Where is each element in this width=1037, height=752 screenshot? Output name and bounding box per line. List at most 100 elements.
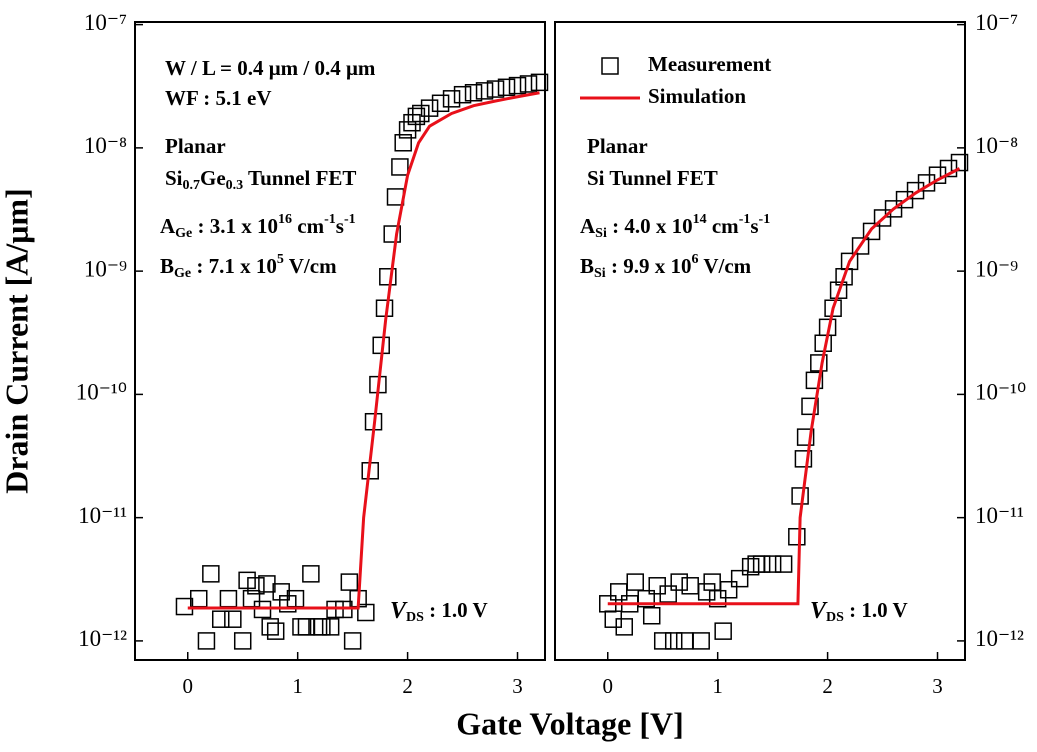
y-tick-label: 10⁻¹² [78,626,127,651]
data-point [810,354,828,372]
data-point [708,589,727,608]
data-point [297,618,316,636]
annotation-run: Ge [174,266,191,281]
y-tick-label: 10⁻⁸ [84,133,127,158]
x-tick-label: 1 [712,674,723,698]
data-point [224,610,242,628]
data-point [664,632,683,650]
data-point [197,632,216,650]
data-point [313,618,331,636]
data-point [653,632,672,650]
y-tick-label: 10⁻⁹ [975,256,1018,281]
x-tick-label: 2 [402,674,413,698]
annotation: AGe : 3.1 x 1016 cm-1s-1 [160,212,356,241]
data-point [637,589,655,608]
annotation: Planar [165,134,226,158]
x-tick-label: 3 [932,674,943,698]
annotation-run: Si [165,166,183,190]
data-point [895,190,914,209]
data-point [814,334,832,352]
data-point [840,252,859,271]
annotation: BSi : 9.9 x 106 V/cm [580,252,752,281]
data-point [379,268,397,286]
data-point [247,577,265,595]
data-point [692,632,710,650]
plot-frame [134,21,546,661]
annotation: Si Tunnel FET [587,166,718,190]
data-point [202,565,220,583]
annotation: VDS : 1.0 V [390,598,488,626]
data-point [610,583,628,601]
data-point [805,371,824,390]
annotation-run: V/cm [284,254,337,278]
y-tick-label: 10⁻⁷ [975,10,1018,35]
data-point [343,632,362,650]
legend-marker [601,57,619,75]
annotation-run: s [336,214,344,238]
annotation-run: 14 [693,212,707,227]
data-point [774,555,793,573]
y-axis-label: Drain Current [A/μm] [0,188,34,494]
simulation-line [607,167,961,606]
data-point [824,299,842,317]
simulation-line [187,91,540,610]
data-point [272,583,290,601]
annotation-run: : 1.0 V [844,598,908,622]
y-tick-label: 10⁻¹² [975,626,1024,651]
annotation-run: 6 [691,252,698,267]
y-tick-label: 10⁻⁸ [975,133,1018,158]
data-point [794,450,813,468]
annotation-run: DS [406,610,424,625]
data-point [675,632,694,650]
data-point [497,78,516,97]
data-point [398,121,417,139]
annotation-run: Si [595,226,607,241]
x-tick-label: 3 [512,674,523,698]
annotation: W / L = 0.4 μm / 0.4 μm [165,56,376,80]
data-point [261,618,279,636]
annotation-run: V/cm [698,254,751,278]
data-point [302,565,320,583]
annotation-run: -1 [344,212,356,227]
data-point [519,75,538,93]
annotation-run: DS [826,610,844,625]
data-point [309,618,328,636]
data-point [266,622,285,640]
data-point [442,90,461,108]
annotation-run: B [580,254,594,278]
data-point [626,573,644,591]
data-point [375,299,394,317]
data-point [791,487,809,505]
data-point [383,225,401,243]
y-tick-label: 10⁻⁷ [84,10,127,35]
annotation-run: : 3.1 x 10 [192,214,278,238]
data-point [796,428,815,446]
x-tick-label: 0 [183,674,194,698]
data-point [292,618,310,636]
data-point [233,632,252,650]
annotation-run: cm [707,214,740,238]
data-point [670,573,688,591]
y-tick-label: 10⁻¹⁰ [975,380,1026,405]
data-point [340,573,359,591]
data-point [884,200,903,218]
annotation: VDS : 1.0 V [810,598,908,626]
annotation-run: W / L = 0.4 μm / 0.4 μm [165,56,376,80]
data-point [530,73,549,92]
data-point [741,557,760,576]
data-point [321,618,340,636]
data-point [211,610,230,628]
data-point [659,585,677,603]
y-tick-label: 10⁻¹¹ [78,503,127,528]
annotation-run: Tunnel FET [243,166,356,190]
annotation-run: 16 [278,212,292,227]
y-tick-label: 10⁻¹¹ [975,503,1024,528]
annotation-run: A [580,214,596,238]
annotation-run: V [810,598,828,624]
data-point [642,606,661,625]
annotation-run: Si Tunnel FET [587,166,718,190]
annotation: BGe : 7.1 x 105 V/cm [160,252,337,281]
data-point [950,153,969,172]
y-tick-label: 10⁻⁹ [84,256,127,281]
